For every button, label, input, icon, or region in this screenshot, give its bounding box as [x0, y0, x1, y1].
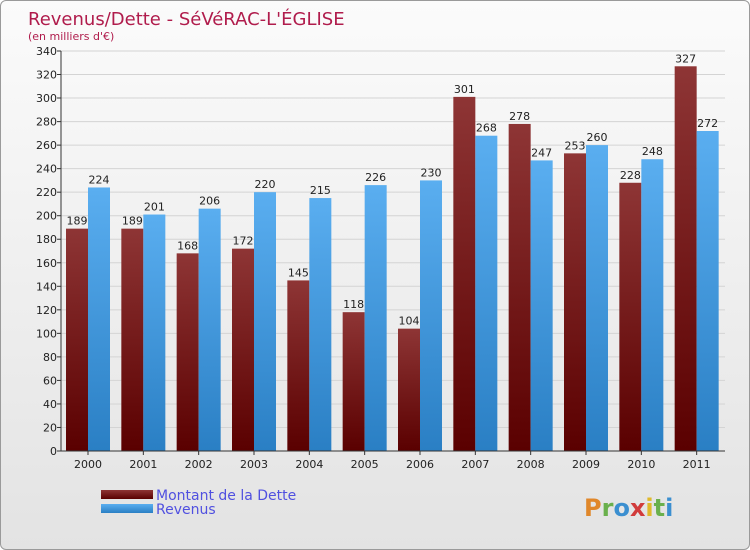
y-tick-label: 180	[36, 233, 57, 246]
data-label: 189	[122, 215, 143, 228]
data-label: 260	[587, 131, 608, 144]
y-tick-label: 300	[36, 92, 57, 105]
bar-revenus	[198, 208, 221, 451]
x-tick-label: 2007	[461, 458, 489, 471]
bar-revenus	[641, 159, 664, 451]
y-tick-label: 340	[36, 45, 57, 58]
logo-text: Proxiti	[584, 494, 673, 522]
bar-debt	[287, 280, 310, 451]
bar-debt	[398, 328, 420, 451]
bar-debt	[564, 153, 586, 451]
y-tick-label: 80	[43, 351, 57, 364]
bar-revenus	[475, 135, 498, 452]
data-label: 224	[89, 173, 110, 186]
bar-revenus	[254, 192, 276, 452]
data-label: 118	[343, 298, 364, 311]
x-tick-label: 2005	[351, 458, 379, 471]
x-tick-label: 2000	[74, 458, 102, 471]
bar-debt	[232, 248, 254, 451]
data-label: 220	[255, 178, 276, 191]
chart-title: Revenus/Dette - SéVéRAC-L'ÉGLISE	[28, 8, 345, 30]
bar-debt	[121, 228, 144, 451]
bar-revenus	[309, 198, 332, 451]
y-tick-label: 40	[43, 398, 57, 411]
y-tick-label: 60	[43, 374, 57, 387]
data-label: 189	[67, 215, 88, 228]
bar-revenus	[143, 214, 166, 451]
y-tick-label: 140	[36, 280, 57, 293]
bars	[66, 66, 719, 452]
data-label: 228	[620, 169, 641, 182]
bar-revenus	[88, 187, 110, 451]
x-tick-label: 2008	[517, 458, 545, 471]
y-axis-ticks: 0 20 40 60 80 100 120 140 160 180 200 220 240 260 280 3…	[36, 45, 61, 458]
bar-debt	[453, 96, 476, 451]
x-tick-label: 2010	[627, 458, 655, 471]
x-tick-label: 2006	[406, 458, 434, 471]
data-label: 301	[454, 83, 475, 96]
data-label: 253	[565, 139, 586, 152]
legend-swatch-revenus	[101, 504, 153, 513]
bar-revenus	[586, 145, 608, 451]
y-tick-label: 160	[36, 257, 57, 270]
data-label: 230	[421, 166, 442, 179]
bar-revenus	[364, 185, 387, 451]
bar-revenus	[530, 160, 553, 452]
data-label: 104	[399, 315, 420, 328]
data-label: 206	[199, 195, 220, 208]
data-label: 215	[310, 184, 331, 197]
bar-debt	[66, 228, 88, 451]
bar-debt	[508, 123, 531, 452]
data-label: 327	[675, 52, 696, 65]
bar-revenus	[420, 180, 442, 452]
chart-subtitle: (en milliers d'€)	[28, 30, 114, 43]
y-tick-label: 280	[36, 116, 57, 129]
legend-label-revenus: Revenus	[156, 502, 216, 518]
x-tick-label: 2001	[129, 458, 157, 471]
x-tick-label: 2004	[295, 458, 323, 471]
grid	[61, 50, 725, 428]
bar-revenus	[696, 131, 719, 451]
data-label: 268	[476, 122, 497, 135]
y-tick-label: 240	[36, 163, 57, 176]
y-tick-label: 0	[50, 445, 57, 458]
legend-swatch-debt	[101, 490, 153, 499]
data-label: 201	[144, 201, 165, 214]
x-tick-label: 2002	[185, 458, 213, 471]
y-tick-label: 120	[36, 304, 57, 317]
y-tick-label: 220	[36, 186, 57, 199]
x-tick-label: 2011	[683, 458, 711, 471]
data-label: 226	[365, 171, 386, 184]
data-label: 172	[233, 235, 254, 248]
x-axis-ticks: 2000 2001 2002 2003 2004 2005 2006 2007 2008 2009…	[74, 451, 711, 471]
legend: Montant de la Dette Revenus	[101, 488, 296, 518]
proxiti-logo: Proxiti	[584, 494, 673, 522]
y-tick-label: 20	[43, 421, 57, 434]
x-tick-label: 2009	[572, 458, 600, 471]
data-labels: 1892241892011682061722201452151182261042…	[67, 52, 719, 327]
data-label: 247	[531, 146, 552, 159]
bar-debt	[342, 312, 365, 451]
y-tick-label: 320	[36, 69, 57, 82]
y-tick-label: 200	[36, 210, 57, 223]
data-label: 278	[509, 110, 530, 123]
bar-debt	[674, 66, 697, 451]
x-tick-label: 2003	[240, 458, 268, 471]
data-label: 145	[288, 266, 309, 279]
data-label: 168	[177, 239, 198, 252]
y-tick-label: 260	[36, 139, 57, 152]
bar-debt	[176, 253, 199, 451]
data-label: 272	[697, 117, 718, 130]
bar-debt	[619, 182, 642, 451]
y-tick-label: 100	[36, 327, 57, 340]
legend-label-debt: Montant de la Dette	[156, 488, 296, 504]
data-label: 248	[642, 145, 663, 158]
